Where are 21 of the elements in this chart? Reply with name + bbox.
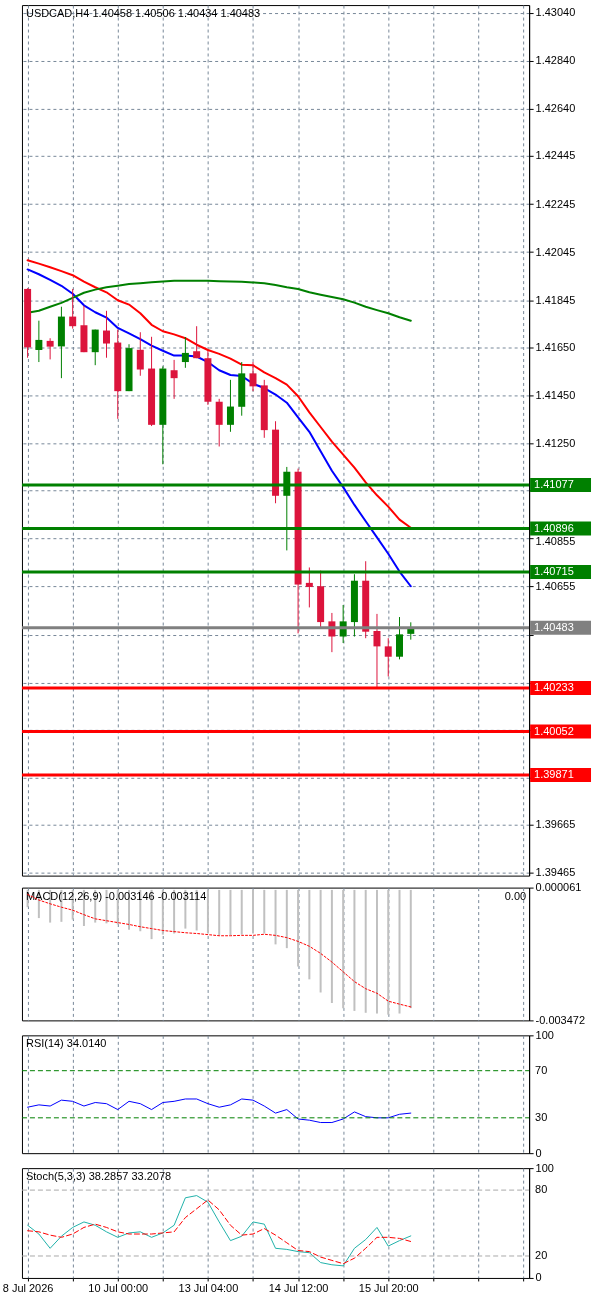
ref-line-label: 70 xyxy=(535,1063,548,1076)
x-tick-label: 10 Jul 00:00 xyxy=(88,1282,149,1295)
y-tick-label: -0.003472 xyxy=(535,1013,586,1026)
x-tick-label: 14 Jul 12:00 xyxy=(268,1282,329,1295)
ref-line-label: 80 xyxy=(535,1183,548,1196)
y-tick-label: 100 xyxy=(535,1161,554,1174)
x-tick-label: 13 Jul 04:00 xyxy=(178,1282,239,1295)
ref-line-label: 20 xyxy=(535,1248,548,1261)
chart-title: RSI(14) 34.0140 xyxy=(25,1037,107,1050)
annotation: 0.00 xyxy=(504,889,527,902)
x-tick-label: 15 Jul 20:00 xyxy=(358,1282,419,1295)
x-tick-label: 8 Jul 2026 xyxy=(2,1282,54,1295)
y-tick-label: 1.39665 xyxy=(535,818,576,831)
y-tick-label: 1.39465 xyxy=(535,866,576,879)
y-tick-label: 0 xyxy=(535,1146,542,1159)
y-tick-label: 0 xyxy=(535,1271,542,1284)
ref-line-label: 30 xyxy=(535,1110,548,1123)
chart-title: MACD(12,26,9) -0.003146 -0.003114 xyxy=(25,889,207,902)
chart-title: Stoch(5,3,3) 38.2857 33.2078 xyxy=(25,1170,172,1183)
y-tick-label: 0.000061 xyxy=(535,881,582,894)
y-tick-label: 100 xyxy=(535,1028,554,1041)
